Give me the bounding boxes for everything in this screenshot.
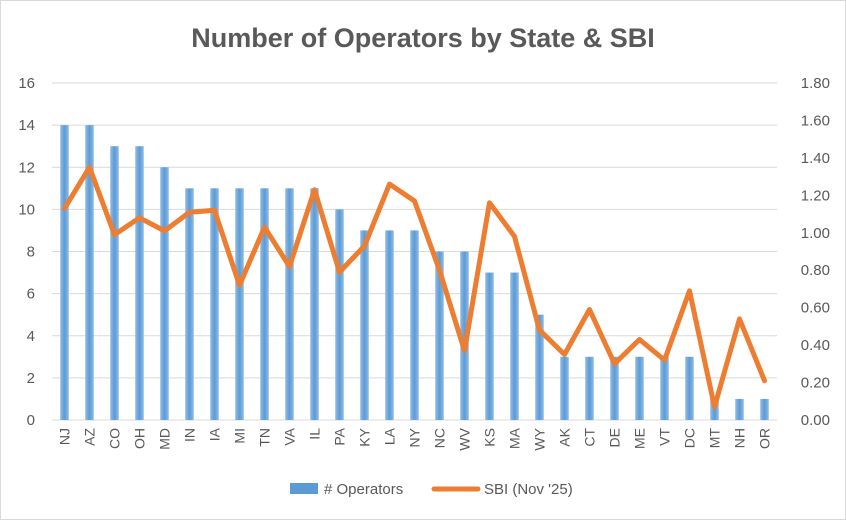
bar-dc [685,356,694,420]
bar-ky [360,230,369,420]
category-label-il: IL [307,428,323,440]
left-axis-tick-label: 0 [27,412,35,429]
left-axis-tick-label: 12 [18,159,35,176]
bar-nj [60,125,69,420]
category-label-ma: MA [507,427,523,449]
gridlines [52,82,777,421]
category-label-ny: NY [407,427,423,447]
bar-va [285,188,294,420]
category-label-ia: IA [207,427,223,441]
category-label-wv: WV [457,427,473,450]
right-axis-tick-label: 1.60 [801,112,830,129]
left-axis-tick-label: 4 [27,328,35,345]
category-label-in: IN [182,428,198,442]
category-label-nc: NC [432,428,448,448]
bar-nc [435,251,444,420]
category-label-de: DE [607,428,623,447]
category-label-az: AZ [82,428,98,446]
category-label-nh: NH [732,428,748,448]
category-label-mi: MI [232,428,248,444]
bar-co [110,146,119,420]
category-label-md: MD [157,428,173,450]
sbi-line [62,164,767,410]
bar-oh [135,146,144,420]
bar-mi [235,188,244,420]
right-axis-tick-label: 1.40 [801,150,830,167]
operators-bars [60,125,769,420]
sbi-line-series [62,164,767,410]
bar-mt [710,398,719,420]
left-axis-tick-label: 14 [18,117,35,134]
bar-ks [485,272,494,420]
right-y-axis: 0.00 0.20 0.40 0.60 0.80 1.00 1.20 1.40 1.60 1.80 [801,75,830,429]
right-axis-tick-label: 0.60 [801,300,830,317]
right-axis-tick-label: 0.00 [801,412,830,429]
left-axis-tick-label: 8 [27,244,35,261]
legend-sbi-label: SBI (Nov '25) [484,481,573,498]
category-label-nj: NJ [57,428,73,445]
category-label-mt: MT [707,428,723,449]
legend: # Operators SBI (Nov '25) [290,481,573,498]
category-label-vt: VT [657,428,673,446]
category-label-pa: PA [332,427,348,445]
left-y-axis: 0 2 4 6 8 10 12 14 16 [18,75,35,429]
bar-vt [660,356,669,420]
left-axis-tick-label: 2 [27,370,35,387]
bar-wy [535,314,544,420]
legend-operators-swatch [290,483,318,494]
right-axis-tick-label: 0.40 [801,337,830,354]
bar-nh [735,398,744,420]
bar-ma [510,272,519,420]
bar-me [635,356,644,420]
category-label-la: LA [382,427,398,445]
left-axis-tick-label: 10 [18,201,35,218]
right-axis-tick-label: 0.80 [801,262,830,279]
right-axis-tick-label: 1.20 [801,187,830,204]
category-label-ks: KS [482,428,498,447]
left-axis-tick-label: 16 [18,75,35,92]
bar-ct [585,356,594,420]
category-label-oh: OH [132,428,148,449]
bar-la [385,230,394,420]
bar-ak [560,356,569,420]
x-axis-category-labels: NJ AZ CO OH MD IN IA MI TN VA IL PA KY LA NY NC WV KS MA WY… [57,427,773,450]
category-label-tn: TN [257,428,273,447]
bar-md [160,167,169,420]
bar-tn [260,188,269,420]
legend-operators-label: # Operators [324,481,403,498]
category-label-co: CO [107,428,123,449]
category-label-me: ME [632,428,648,449]
bar-az [85,125,94,420]
right-axis-tick-label: 0.20 [801,375,830,392]
bar-or [760,398,769,420]
chart-title: Number of Operators by State & SBI [191,23,655,53]
right-axis-tick-label: 1.80 [801,75,830,92]
category-label-ak: AK [557,427,573,446]
category-label-ct: CT [582,428,598,447]
category-label-or: OR [757,428,773,449]
bar-in [185,188,194,420]
left-axis-tick-label: 6 [27,286,35,303]
bar-ia [210,188,219,420]
bar-de [610,356,619,420]
category-label-wy: WY [532,427,548,450]
category-label-dc: DC [682,428,698,448]
bar-il [310,188,319,420]
category-label-va: VA [282,427,298,445]
bar-ny [410,230,419,420]
right-axis-tick-label: 1.00 [801,225,830,242]
bar-pa [335,209,344,420]
category-label-ky: KY [357,427,373,446]
